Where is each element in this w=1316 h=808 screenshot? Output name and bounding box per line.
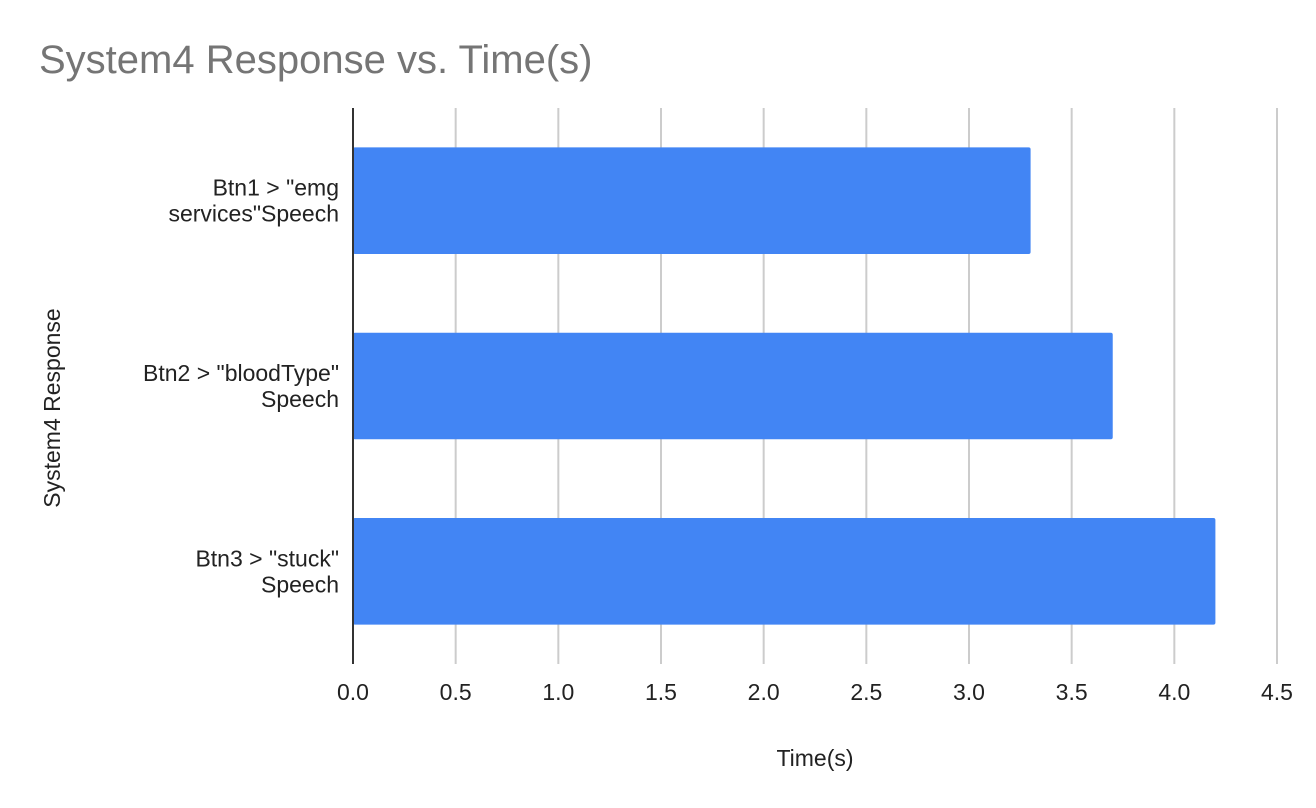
category-label: Btn2 > "bloodType" Speech [143,360,339,412]
chart-title: System4 Response vs. Time(s) [39,38,593,82]
x-tick-labels: 0.0 0.5 1.0 1.5 2.0 2.5 3.0 3.5 4.0 4.5 [337,679,1293,705]
x-tick-label: 2.0 [748,679,780,705]
x-tick-label: 1.5 [645,679,677,705]
bars [353,147,1216,625]
x-tick-label: 3.5 [1056,679,1088,705]
category-label-line: Btn2 > "bloodType" [143,360,339,386]
x-tick-label: 0.0 [337,679,369,705]
bar [353,518,1216,625]
category-label: Btn1 > "emg services"Speech [168,175,339,227]
category-labels: Btn1 > "emg services"Speech Btn2 > "bloodT… [143,175,339,598]
category-label-line: Btn3 > "stuck" [195,545,339,571]
category-label-line: services"Speech [168,201,339,227]
x-tick-label: 4.0 [1158,679,1190,705]
x-tick-label: 1.0 [542,679,574,705]
y-axis-label: System4 Response [39,308,65,507]
category-label-line: Speech [261,571,339,597]
category-label: Btn3 > "stuck" Speech [195,545,339,597]
bar [353,147,1031,254]
category-label-line: Btn1 > "emg [213,175,339,201]
category-label-line: Speech [261,386,339,412]
x-tick-label: 4.5 [1261,679,1293,705]
x-tick-label: 0.5 [440,679,472,705]
bar [353,332,1113,440]
x-axis-label: Time(s) [776,745,853,771]
x-tick-label: 2.5 [850,679,882,705]
x-tick-label: 3.0 [953,679,985,705]
